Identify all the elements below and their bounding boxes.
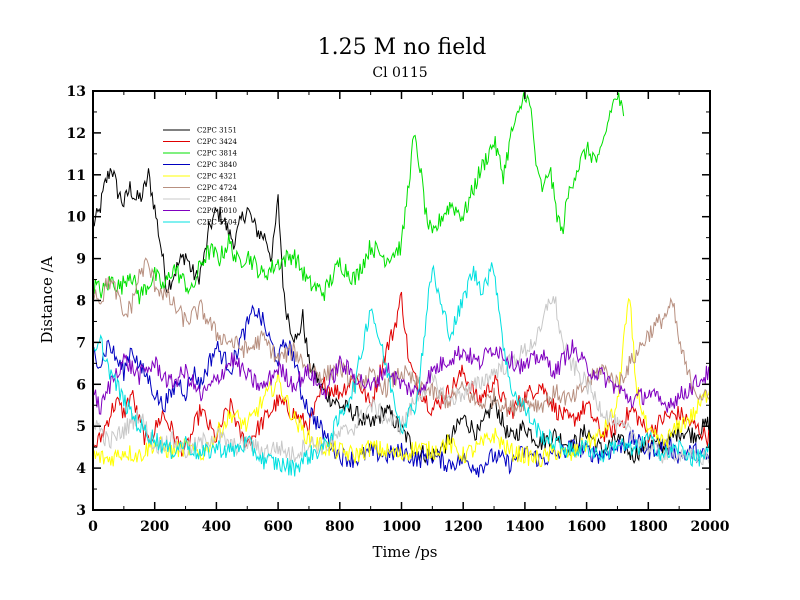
x-tick-label: 1000 — [382, 519, 421, 535]
x-tick-label: 0 — [88, 519, 98, 535]
chart-subtitle: Cl 0115 — [372, 65, 427, 81]
x-tick-label: 800 — [325, 519, 354, 535]
y-tick-label: 8 — [76, 294, 86, 310]
y-tick-label: 9 — [76, 252, 86, 268]
y-axis-label: Distance /A — [38, 256, 56, 343]
legend-label: C2PC 5010 — [197, 207, 237, 215]
series-line-6 — [92, 257, 711, 417]
y-tick-label: 13 — [67, 84, 86, 100]
x-tick-label: 1200 — [444, 519, 483, 535]
x-tick-label: 2000 — [691, 519, 730, 535]
legend-label: C2PC 3840 — [197, 161, 237, 169]
legend-label: C2PC 3424 — [197, 138, 237, 146]
x-tick-label: 200 — [140, 519, 169, 535]
legend-label: C2PC 3814 — [197, 150, 237, 158]
series-line-2 — [92, 291, 711, 457]
series-line-4 — [92, 304, 711, 478]
series-line-8 — [92, 339, 711, 415]
y-tick-label: 7 — [76, 335, 86, 351]
legend-label: C2PC 4321 — [197, 173, 237, 181]
legend-label: C2PC 4841 — [197, 196, 237, 204]
x-tick-label: 600 — [263, 519, 292, 535]
x-tick-label: 400 — [202, 519, 231, 535]
plot-area: 0 200 400 600 800 1000 1200 1400 1600 1800 2000 3 4 5… — [67, 84, 730, 535]
legend-label: C2PC 5504 — [197, 219, 237, 227]
x-tick-label: 1800 — [629, 519, 668, 535]
y-tick-label: 3 — [76, 503, 86, 519]
series-line-9 — [92, 262, 711, 477]
x-tick-label: 1600 — [567, 519, 606, 535]
y-tick-label: 4 — [76, 461, 86, 477]
y-tick-label: 6 — [76, 377, 86, 393]
x-tick-label: 1400 — [505, 519, 544, 535]
y-tick-label: 12 — [67, 126, 86, 142]
legend-label: C2PC 3151 — [197, 127, 237, 135]
series-line-3 — [92, 92, 625, 305]
y-tick-label: 10 — [67, 210, 87, 226]
legend-label: C2PC 4724 — [197, 184, 237, 192]
y-tick-label: 5 — [76, 419, 86, 435]
series-line-1 — [92, 168, 711, 464]
y-tick-label: 11 — [67, 168, 86, 184]
x-axis-label: Time /ps — [372, 543, 437, 561]
chart-title: 1.25 M no field — [318, 35, 487, 60]
